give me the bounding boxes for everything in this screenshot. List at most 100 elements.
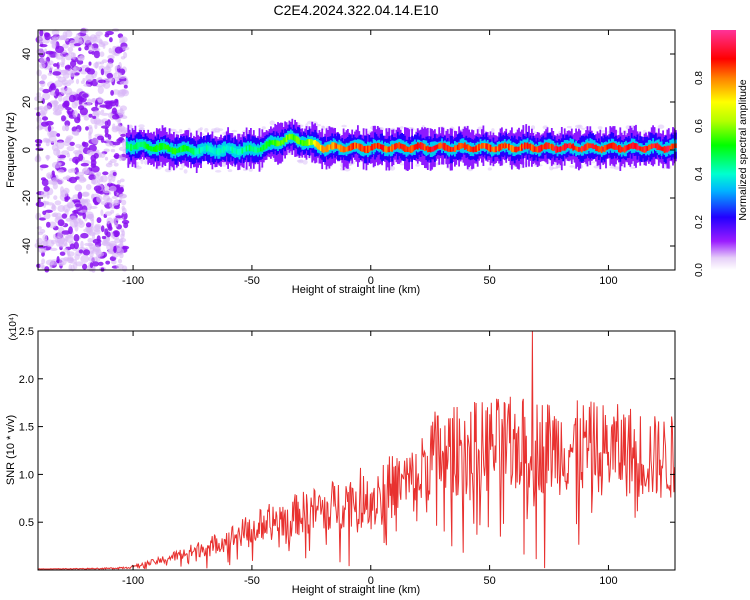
spectrogram-noise-cell [64, 87, 73, 95]
spectrogram-noise-cell [39, 194, 47, 198]
spectrogram-ridge-cell [272, 140, 275, 145]
spectrogram-ridge-cell [565, 143, 567, 150]
spectrogram-noise-cell [100, 109, 105, 114]
spectrogram-noise-cell [99, 51, 105, 57]
spectrogram-ridge-cell [615, 144, 617, 150]
spectrogram-ridge-cell [445, 144, 448, 151]
spectrogram-x-tick-label: 50 [483, 275, 495, 287]
spectrogram-halo-cell [389, 165, 396, 171]
spectrogram-noise-cell [99, 61, 105, 65]
spectrogram-ridge-cell [523, 142, 526, 150]
spectrogram-noise-cell [64, 65, 71, 70]
spectrogram-ridge-cell [384, 146, 386, 152]
spectrogram-noise-cell [72, 110, 78, 118]
spectrogram-halo-cell [642, 129, 647, 134]
spectrogram-ridge-cell [321, 145, 324, 153]
spectrogram-ridge-cell [398, 142, 401, 150]
snr-y-tick-label: 1.5 [19, 422, 34, 434]
spectrogram-ridge-cell [536, 146, 539, 153]
spectrogram-ridge-cell [324, 147, 326, 152]
spectrogram-ridge-cell [532, 144, 535, 153]
spectrogram-noise-cell [53, 99, 58, 108]
spectrogram-noise-cell [72, 199, 81, 203]
spectrogram-ridge-cell [637, 145, 640, 150]
spectrogram-noise-cell [64, 38, 69, 42]
spectrogram-noise-cell [107, 134, 112, 140]
spectrogram-ridge-cell [332, 142, 335, 150]
spectrogram-ridge-cell [297, 136, 299, 144]
spectrogram-cells [34, 27, 677, 273]
spectrogram-noise-cell [48, 130, 58, 138]
spectrogram-noise-cell [79, 209, 89, 213]
snr-frame [37, 330, 676, 571]
spectrogram-noise-cell [115, 215, 123, 219]
spectrogram-noise-cell [63, 248, 69, 253]
spectrogram-ridge-cell [382, 144, 385, 152]
spectrogram-ridge-cell [255, 147, 258, 154]
spectrogram-ridge-cell [144, 142, 147, 149]
spectrogram-noise-cell [88, 44, 94, 52]
spectrogram-noise-cell [121, 205, 125, 211]
spectrogram-ridge-cell [549, 144, 552, 149]
spectrogram-ridge-cell [578, 147, 580, 152]
snr-panel: -100 -50 0 50 100 0.5 1.0 1.5 2.0 2.5 (x10⁴) Hei… [5, 313, 676, 596]
spectrogram-noise-cell [76, 37, 83, 42]
spectrogram-noise-cell [67, 79, 75, 84]
spectrogram-ridge-cell [620, 146, 623, 153]
spectrogram-ridge-cell [478, 143, 480, 151]
spectrogram-ridge-cell [335, 143, 338, 149]
spectrogram-noise-cell [39, 44, 48, 48]
spectrogram-ridge-cell [188, 147, 191, 152]
spectrogram-noise-cell [56, 141, 65, 150]
spectrogram-noise-cell [96, 195, 103, 203]
spectrogram-ridge-cell [375, 143, 378, 148]
spectrogram-halo-cell [128, 125, 133, 129]
spectrogram-ridge-cell [282, 137, 285, 145]
spectrogram-ridge-cell [278, 141, 281, 146]
spectrogram-ridge-cell [660, 146, 663, 151]
spectrogram-ridge-cell [312, 140, 315, 145]
spectrogram-ridge-cell [610, 142, 613, 149]
spectrogram-ridge-cell [602, 146, 605, 152]
spectrogram-ridge-cell [404, 144, 406, 152]
spectrogram-ridge-cell [167, 144, 170, 152]
spectrogram-halo-cell [302, 159, 308, 165]
spectrogram-halo-cell [154, 166, 162, 170]
spectrogram-ridge-cell [399, 143, 402, 149]
spectrogram-ridge-cell [663, 146, 666, 154]
spectrogram-y-tick-label: 0 [21, 147, 33, 153]
spectrogram-ridge-cell [405, 146, 408, 152]
spectrogram-noise-cell [51, 213, 57, 218]
spectrogram-ridge-cell [250, 145, 252, 152]
spectrogram-ridge-cell [592, 143, 595, 150]
spectrogram-ridge-cell [401, 143, 403, 150]
spectrogram-noise-cell [63, 187, 70, 195]
spectrogram-ridge-cell [590, 143, 593, 149]
spectrogram-x-ticks: -100 -50 0 50 100 [122, 30, 618, 287]
spectrogram-noise-cell [51, 179, 58, 186]
spectrogram-noise-cell [55, 53, 64, 60]
spectrogram-noise-cell [85, 222, 92, 228]
spectrogram-ridge-cell [254, 146, 257, 154]
spectrogram-halo-cell [609, 166, 617, 169]
spectrogram-ridge-cell [543, 143, 546, 150]
spectrogram-ridge-cell [513, 146, 516, 153]
spectrogram-ridge-cell [531, 144, 533, 152]
spectrogram-noise-cell [64, 124, 70, 132]
spectrogram-ridge-cell [473, 146, 476, 152]
spectrogram-ridge-cell [198, 147, 201, 154]
spectrogram-noise-cell [121, 199, 127, 206]
spectrogram-ridge-cell [626, 145, 629, 151]
spectrogram-ridge-cell [622, 147, 624, 152]
spectrogram-noise-cell [80, 162, 89, 167]
spectrogram-ridge-cell [441, 143, 443, 148]
spectrogram-noise-cell [100, 225, 105, 233]
spectrogram-y-tick-label: -20 [21, 190, 33, 206]
spectrogram-ridge-cell [354, 142, 356, 150]
spectrogram-ridge-cell [334, 142, 336, 149]
spectrogram-noise-cell [73, 66, 77, 74]
spectrogram-noise-cell [82, 263, 88, 270]
spectrogram-ridge-cell [234, 147, 237, 155]
spectrogram-ridge-cell [247, 146, 249, 151]
spectrogram-noise-cell [120, 56, 126, 60]
